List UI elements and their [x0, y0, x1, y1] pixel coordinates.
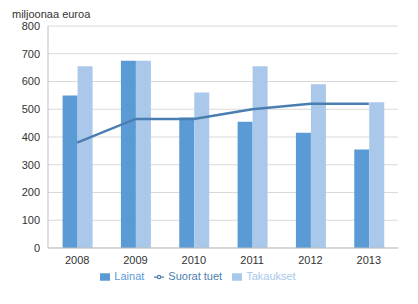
svg-text:2013: 2013 — [357, 254, 381, 266]
svg-text:2010: 2010 — [182, 254, 206, 266]
svg-text:300: 300 — [22, 159, 40, 171]
svg-text:400: 400 — [22, 131, 40, 143]
svg-text:2011: 2011 — [240, 254, 264, 266]
svg-text:600: 600 — [22, 75, 40, 87]
svg-text:2008: 2008 — [65, 254, 89, 266]
html-text:Lainat: Lainat — [114, 270, 145, 282]
svg-text:2009: 2009 — [123, 254, 147, 266]
svg-text:700: 700 — [22, 48, 40, 60]
svg-text:200: 200 — [22, 186, 40, 198]
html-text:miljoonaa euroa: miljoonaa euroa — [12, 8, 91, 20]
svg-text:100: 100 — [22, 214, 40, 226]
svg-text:2012: 2012 — [298, 254, 322, 266]
svg-text:500: 500 — [22, 103, 40, 115]
svg-text:0: 0 — [34, 242, 40, 254]
html-text:Takaukset: Takaukset — [246, 270, 296, 282]
html-text:Suorat tuet: Suorat tuet — [168, 270, 223, 282]
svg-text:800: 800 — [22, 20, 40, 32]
